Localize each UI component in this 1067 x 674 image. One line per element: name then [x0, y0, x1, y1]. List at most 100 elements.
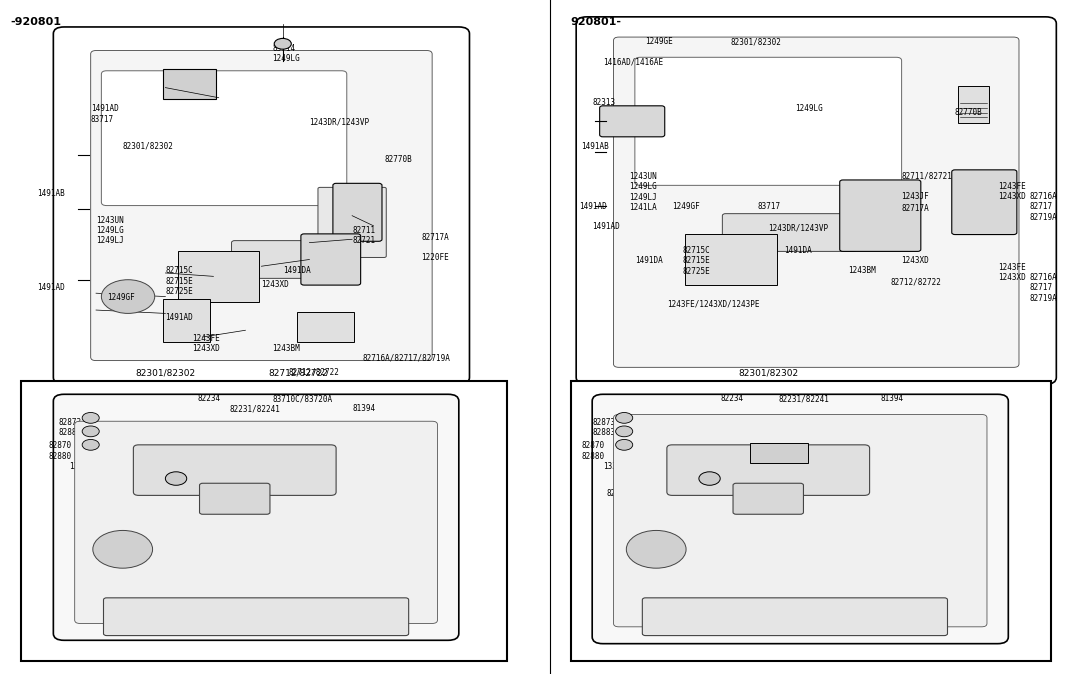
Text: 1491AD: 1491AD: [165, 313, 193, 322]
Text: 1491AD: 1491AD: [37, 283, 65, 292]
Text: 1243XD: 1243XD: [261, 280, 289, 288]
Text: 82301/82302: 82301/82302: [731, 37, 782, 46]
FancyBboxPatch shape: [600, 106, 665, 137]
Text: 920801-: 920801-: [571, 17, 622, 27]
FancyBboxPatch shape: [750, 443, 808, 463]
FancyBboxPatch shape: [576, 17, 1056, 384]
Text: 82712/82722: 82712/82722: [269, 369, 329, 377]
Text: 82716A
82717
82719A: 82716A 82717 82719A: [1030, 192, 1057, 222]
FancyBboxPatch shape: [103, 598, 409, 636]
Text: 82301/82302: 82301/82302: [738, 369, 798, 377]
Text: 82711/82721: 82711/82721: [902, 172, 953, 181]
Text: 82873
82883: 82873 82883: [592, 418, 616, 437]
FancyBboxPatch shape: [685, 234, 777, 285]
FancyBboxPatch shape: [840, 180, 921, 251]
Bar: [571, 381, 1051, 661]
FancyBboxPatch shape: [163, 299, 210, 342]
FancyBboxPatch shape: [75, 421, 437, 623]
Text: 82874A
82884: 82874A 82884: [672, 495, 700, 515]
Text: 1416AD/1416AE: 1416AD/1416AE: [603, 57, 663, 66]
FancyBboxPatch shape: [333, 183, 382, 241]
Circle shape: [82, 439, 99, 450]
Text: 1249LG: 1249LG: [795, 104, 823, 113]
Text: 1243BM: 1243BM: [848, 266, 876, 275]
Text: 1243JF: 1243JF: [902, 192, 929, 201]
Circle shape: [93, 530, 153, 568]
Text: 1491AB: 1491AB: [582, 142, 609, 150]
FancyBboxPatch shape: [642, 598, 947, 636]
Text: 82873
82883: 82873 82883: [59, 418, 82, 437]
Text: 82715C
82715E
82725E: 82715C 82715E 82725E: [683, 246, 711, 276]
Text: 81394: 81394: [352, 404, 376, 413]
Text: 83717: 83717: [758, 202, 781, 211]
Text: 82870
82880: 82870 82880: [582, 441, 605, 461]
Text: 1249GF: 1249GF: [672, 202, 700, 211]
FancyBboxPatch shape: [91, 51, 432, 361]
Text: 1220FE: 1220FE: [421, 253, 449, 262]
Text: 83714
1249LG: 83714 1249LG: [272, 44, 300, 63]
Text: 1243FE
1243XD: 1243FE 1243XD: [192, 334, 220, 353]
FancyBboxPatch shape: [297, 312, 354, 342]
Text: 1243XD: 1243XD: [902, 256, 929, 265]
FancyBboxPatch shape: [101, 71, 347, 206]
FancyBboxPatch shape: [592, 394, 1008, 644]
Text: 1243DR/1243VP: 1243DR/1243VP: [309, 118, 369, 127]
Text: 82712/82722: 82712/82722: [891, 278, 942, 286]
Circle shape: [616, 439, 633, 450]
FancyBboxPatch shape: [163, 69, 216, 99]
Circle shape: [626, 530, 686, 568]
Text: 1491DA: 1491DA: [784, 246, 812, 255]
Text: 82712/82722: 82712/82722: [288, 367, 339, 376]
Text: 82234: 82234: [197, 394, 221, 403]
Text: 1491AD
83717: 1491AD 83717: [91, 104, 118, 124]
Text: 82370A/82380: 82370A/82380: [251, 543, 306, 551]
FancyBboxPatch shape: [232, 241, 345, 278]
Text: 82717A: 82717A: [421, 233, 449, 241]
FancyBboxPatch shape: [635, 57, 902, 185]
Text: 1243FE/1243XD/1243PE: 1243FE/1243XD/1243PE: [667, 300, 760, 309]
FancyBboxPatch shape: [301, 234, 361, 285]
Text: 82870
82880: 82870 82880: [48, 441, 71, 461]
Text: 1491DA: 1491DA: [635, 256, 663, 265]
FancyBboxPatch shape: [178, 251, 259, 302]
Text: 82716A
82717
82719A: 82716A 82717 82719A: [1030, 273, 1057, 303]
Text: 82370A/82380: 82370A/82380: [795, 543, 850, 551]
Text: 82234: 82234: [720, 394, 744, 403]
Text: 1243FE
1243XD: 1243FE 1243XD: [998, 182, 1025, 202]
Text: 82315A: 82315A: [606, 489, 634, 497]
FancyBboxPatch shape: [133, 445, 336, 495]
Text: 1491DA: 1491DA: [283, 266, 310, 275]
Circle shape: [82, 426, 99, 437]
Text: 82313: 82313: [592, 98, 616, 106]
FancyBboxPatch shape: [614, 415, 987, 627]
Text: 82716A/82717/82719A: 82716A/82717/82719A: [363, 354, 450, 363]
Text: 82715C
82715E
82725E: 82715C 82715E 82725E: [165, 266, 193, 296]
FancyBboxPatch shape: [614, 37, 1019, 367]
Text: 1491AD: 1491AD: [579, 202, 607, 211]
Text: 1243BM: 1243BM: [272, 344, 300, 353]
FancyBboxPatch shape: [667, 445, 870, 495]
Text: 82717A: 82717A: [902, 204, 929, 212]
Circle shape: [101, 280, 155, 313]
FancyBboxPatch shape: [53, 27, 469, 384]
Text: 82770B: 82770B: [955, 108, 983, 117]
Text: 83710C/83720A: 83710C/83720A: [272, 394, 332, 403]
Text: 82231/82241: 82231/82241: [779, 394, 830, 403]
Circle shape: [616, 412, 633, 423]
Text: 82301/82302: 82301/82302: [123, 142, 174, 150]
Text: 1249GF: 1249GF: [107, 293, 134, 302]
FancyBboxPatch shape: [958, 86, 989, 123]
FancyBboxPatch shape: [722, 214, 857, 251]
FancyBboxPatch shape: [53, 394, 459, 640]
Text: 1491AB: 1491AB: [37, 189, 65, 197]
Text: 1336JA: 1336JA: [69, 462, 97, 470]
Bar: [21, 381, 507, 661]
FancyBboxPatch shape: [318, 187, 386, 257]
Text: -920801: -920801: [11, 17, 62, 27]
FancyBboxPatch shape: [200, 483, 270, 514]
FancyBboxPatch shape: [733, 483, 803, 514]
Text: 82874A
82884: 82874A 82884: [187, 492, 214, 512]
Text: 82315A: 82315A: [80, 509, 108, 518]
Text: 82711
82721: 82711 82721: [352, 226, 376, 245]
Text: 82301/82302: 82301/82302: [136, 369, 195, 377]
